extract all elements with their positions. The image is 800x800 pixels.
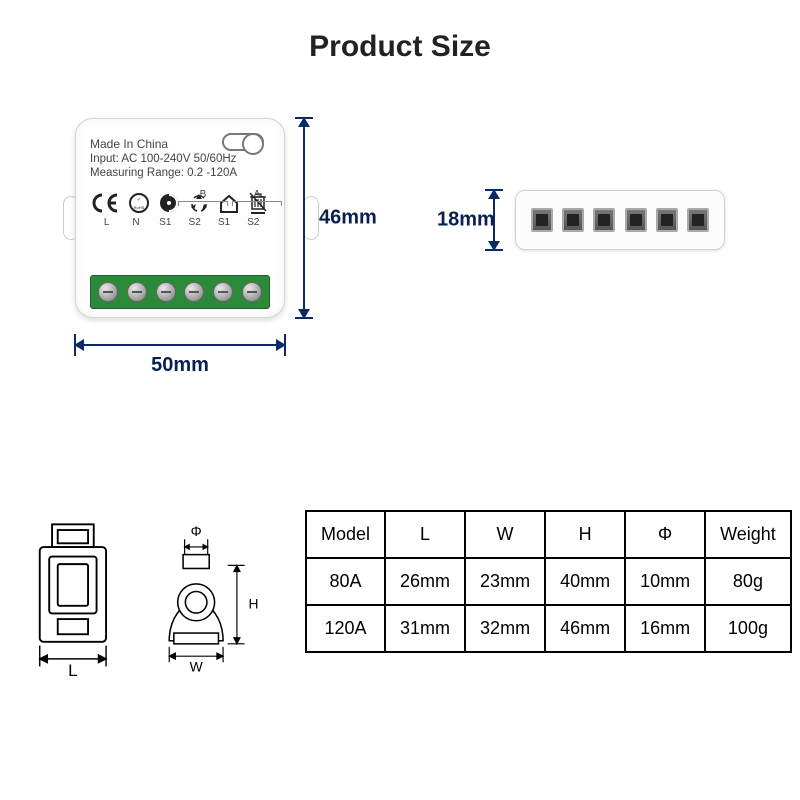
cell: 100g — [705, 605, 791, 652]
screw-icon — [98, 282, 118, 302]
col-header: Φ — [625, 511, 705, 558]
cell: 26mm — [385, 558, 465, 605]
port-icon — [625, 208, 647, 232]
l-label: L — [68, 661, 77, 680]
screw-icon — [156, 282, 176, 302]
port-icon — [593, 208, 615, 232]
side-body — [515, 190, 725, 250]
terminal-label: S2 — [180, 217, 209, 228]
col-header: Weight — [705, 511, 791, 558]
table-header-row: Model L W H Φ Weight — [306, 511, 791, 558]
height-value: 46mm — [319, 207, 377, 230]
terminal-label: S2 — [239, 217, 268, 228]
module-side-diagram: 18mm — [445, 190, 745, 280]
cell: 10mm — [625, 558, 705, 605]
col-header: H — [545, 511, 625, 558]
w-label: W — [190, 659, 203, 675]
width-value: 50mm — [75, 354, 285, 377]
cell: 16mm — [625, 605, 705, 652]
range-spec-label: Measuring Range: 0.2 -120A — [90, 167, 270, 179]
cell: 23mm — [465, 558, 545, 605]
module-front-diagram: Made In China Input: AC 100-240V 50/60Hz… — [45, 100, 325, 380]
h-label: H — [248, 595, 258, 611]
cell: 40mm — [545, 558, 625, 605]
dimension-depth: 18mm — [445, 190, 505, 250]
clip-right — [303, 196, 319, 240]
col-header: L — [385, 511, 465, 558]
terminal-label: N — [121, 217, 150, 228]
port-icon — [562, 208, 584, 232]
port-icon — [656, 208, 678, 232]
ct-side-view: Φ H W — [160, 520, 260, 700]
input-spec-label: Input: AC 100-240V 50/60Hz — [90, 153, 270, 165]
screw-icon — [213, 282, 233, 302]
port-icon — [687, 208, 709, 232]
cell: 32mm — [465, 605, 545, 652]
cell: 31mm — [385, 605, 465, 652]
cell: 80g — [705, 558, 791, 605]
ct-front-view: L — [35, 520, 125, 685]
terminal-label: S1 — [209, 217, 238, 228]
group-b-label: B — [200, 189, 207, 200]
terminal-labels-row: L N S1 S2 S1 S2 — [90, 217, 270, 228]
table-row: 80A 26mm 23mm 40mm 10mm 80g — [306, 558, 791, 605]
terminal-label: S1 — [151, 217, 180, 228]
screw-icon — [242, 282, 262, 302]
depth-value: 18mm — [437, 209, 495, 232]
terminal-group-labels: B A — [90, 189, 270, 201]
terminal-label: L — [92, 217, 121, 228]
module-body: Made In China Input: AC 100-240V 50/60Hz… — [75, 118, 285, 318]
cell: 80A — [306, 558, 385, 605]
group-a-label: A — [254, 189, 261, 200]
col-header: Model — [306, 511, 385, 558]
phi-label: Φ — [191, 523, 202, 539]
svg-text:RoHS: RoHS — [134, 205, 145, 210]
spec-table: Model L W H Φ Weight 80A 26mm 23mm 40mm … — [305, 510, 792, 653]
page-title: Product Size — [0, 30, 800, 64]
cell: 46mm — [545, 605, 625, 652]
port-icon — [531, 208, 553, 232]
screw-icon — [127, 282, 147, 302]
col-header: W — [465, 511, 545, 558]
reset-button-outline — [222, 133, 264, 151]
cell: 120A — [306, 605, 385, 652]
screw-icon — [184, 282, 204, 302]
ct-clamp-diagrams: L Φ H — [35, 490, 285, 680]
terminal-block — [90, 275, 270, 309]
table-row: 120A 31mm 32mm 46mm 16mm 100g — [306, 605, 791, 652]
